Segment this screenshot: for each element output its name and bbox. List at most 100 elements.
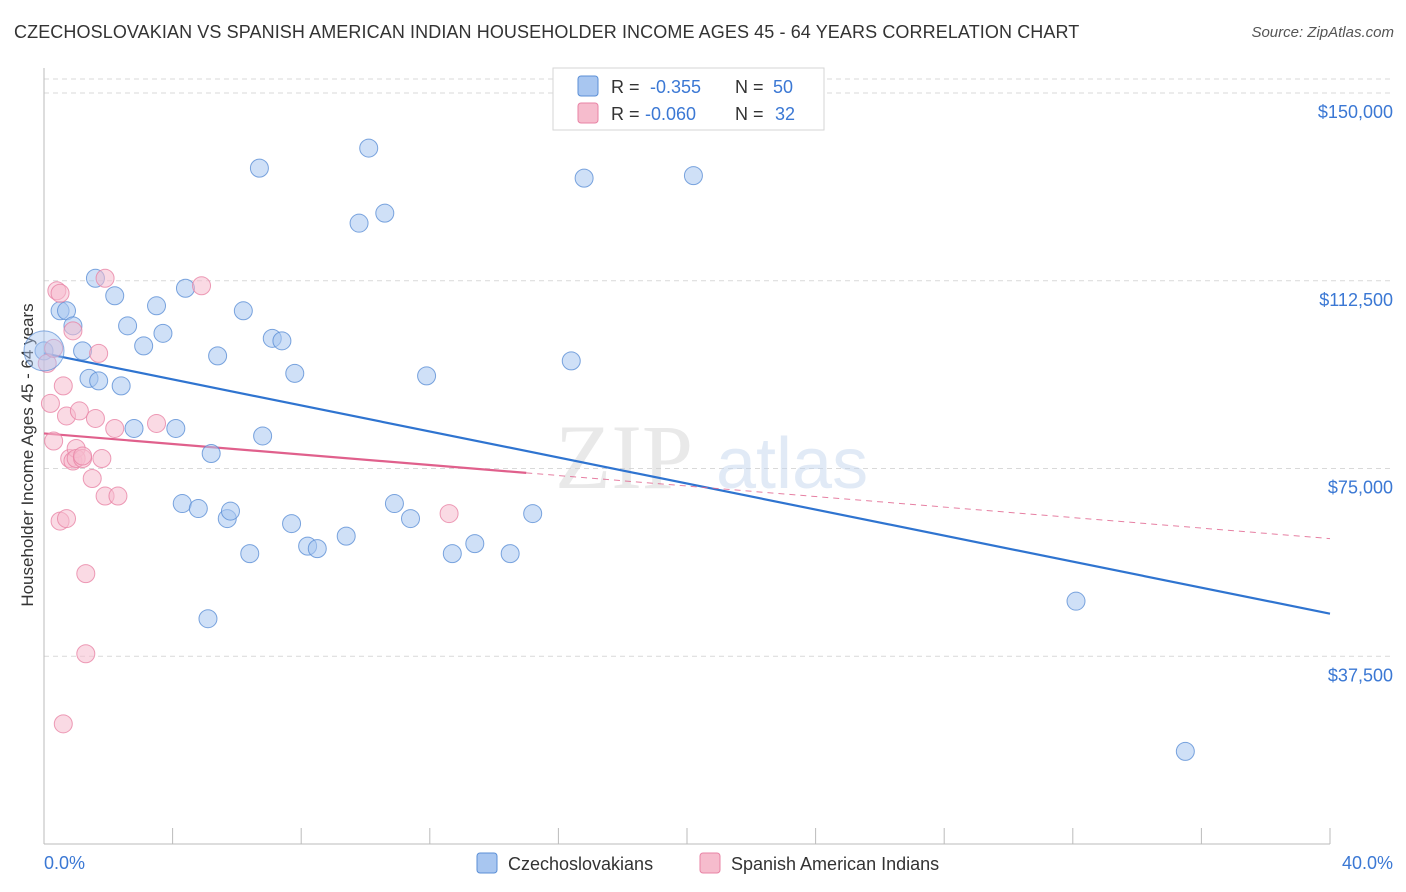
data-points xyxy=(23,138,1195,761)
trend-line-spanish-american-indians xyxy=(43,432,527,474)
watermark-zip: ZIP xyxy=(555,406,693,508)
point-spanish-american-indians xyxy=(147,413,167,433)
watermark: ZIP atlas xyxy=(555,406,868,508)
point-spanish-american-indians xyxy=(73,446,93,466)
trend-line-spanish-american-indians-dashed xyxy=(526,472,1331,540)
point-czechoslovakians xyxy=(240,544,260,564)
point-czechoslovakians xyxy=(105,286,125,306)
point-czechoslovakians xyxy=(220,501,240,521)
point-czechoslovakians xyxy=(384,494,404,514)
y-tick-label: $75,000 xyxy=(1328,478,1393,498)
point-czechoslovakians xyxy=(249,158,269,178)
point-spanish-american-indians xyxy=(44,431,64,451)
point-czechoslovakians xyxy=(89,371,109,391)
point-spanish-american-indians xyxy=(53,376,73,396)
point-czechoslovakians xyxy=(307,539,327,559)
point-czechoslovakians xyxy=(683,166,703,186)
point-czechoslovakians xyxy=(442,544,462,564)
chart-title: CZECHOSLOVAKIAN VS SPANISH AMERICAN INDI… xyxy=(14,22,1080,42)
point-spanish-american-indians xyxy=(44,338,64,358)
point-czechoslovakians xyxy=(118,316,138,336)
legend-n-value: 50 xyxy=(773,77,793,97)
point-spanish-american-indians xyxy=(92,448,112,468)
point-spanish-american-indians xyxy=(53,714,73,734)
point-spanish-american-indians xyxy=(108,486,128,506)
legend-n-value: 32 xyxy=(775,104,795,124)
point-czechoslovakians xyxy=(561,351,581,371)
point-czechoslovakians xyxy=(111,376,131,396)
legend-top: R = -0.355 N = 50 R = -0.060 N = 32 xyxy=(552,67,825,131)
point-spanish-american-indians xyxy=(57,509,77,529)
legend-r-label: R = xyxy=(611,104,640,124)
point-czechoslovakians xyxy=(198,609,218,629)
y-tick-label: $150,000 xyxy=(1318,102,1393,122)
point-czechoslovakians xyxy=(166,418,186,438)
source-note: Source: ZipAtlas.com xyxy=(1251,24,1394,41)
point-czechoslovakians xyxy=(188,499,208,519)
legend-swatch-blue xyxy=(577,75,599,97)
point-spanish-american-indians xyxy=(50,283,70,303)
legend-n-label: N = xyxy=(735,77,764,97)
x-tick-label: 0.0% xyxy=(44,853,85,873)
point-czechoslovakians xyxy=(147,296,167,316)
point-spanish-american-indians xyxy=(89,343,109,363)
point-czechoslovakians xyxy=(285,363,305,383)
legend-r-label: R = xyxy=(611,77,640,97)
point-czechoslovakians xyxy=(523,504,543,524)
trend-lines xyxy=(43,352,1331,615)
y-tick-label: $112,500 xyxy=(1319,290,1393,310)
point-spanish-american-indians xyxy=(192,276,212,296)
point-czechoslovakians xyxy=(175,278,195,298)
point-czechoslovakians xyxy=(253,426,273,446)
x-tick-label: 40.0% xyxy=(1342,853,1393,873)
point-czechoslovakians xyxy=(134,336,154,356)
point-spanish-american-indians xyxy=(95,268,115,288)
point-czechoslovakians xyxy=(282,514,302,534)
point-spanish-american-indians xyxy=(63,321,83,341)
point-spanish-american-indians xyxy=(82,469,102,489)
point-spanish-american-indians xyxy=(69,401,89,421)
legend-bottom-swatch-pink xyxy=(699,852,721,874)
watermark-atlas: atlas xyxy=(716,424,868,504)
legend-swatch-pink xyxy=(577,102,599,124)
point-czechoslovakians xyxy=(201,443,221,463)
y-tick-label: $37,500 xyxy=(1328,665,1393,685)
point-czechoslovakians xyxy=(73,341,93,361)
legend-r-value: -0.355 xyxy=(650,77,701,97)
point-spanish-american-indians xyxy=(76,564,96,584)
point-czechoslovakians xyxy=(500,544,520,564)
point-spanish-american-indians xyxy=(85,408,105,428)
tick-labels: $37,500 $75,000 $112,500 $150,000 0.0% 40.0% xyxy=(44,102,1393,873)
point-czechoslovakians xyxy=(336,526,356,546)
point-czechoslovakians-cluster xyxy=(23,330,65,372)
legend-bottom: Czechoslovakians Spanish American Indian… xyxy=(476,852,939,874)
point-czechoslovakians xyxy=(359,138,379,158)
legend-bottom-swatch-blue xyxy=(476,852,498,874)
point-czechoslovakians xyxy=(153,323,173,343)
point-czechoslovakians xyxy=(124,418,144,438)
point-czechoslovakians xyxy=(233,301,253,321)
point-czechoslovakians xyxy=(272,331,292,351)
point-spanish-american-indians xyxy=(40,393,60,413)
legend-bottom-label: Czechoslovakians xyxy=(508,854,653,874)
point-spanish-american-indians xyxy=(439,504,459,524)
point-czechoslovakians xyxy=(208,346,228,366)
point-spanish-american-indians xyxy=(105,418,125,438)
legend-bottom-label: Spanish American Indians xyxy=(731,854,939,874)
point-czechoslovakians xyxy=(375,203,395,223)
point-czechoslovakians xyxy=(574,168,594,188)
point-czechoslovakians xyxy=(172,494,192,514)
point-czechoslovakians xyxy=(401,509,421,529)
axes xyxy=(43,68,1331,845)
legend-r-value: -0.060 xyxy=(645,104,696,124)
point-spanish-american-indians xyxy=(76,644,96,664)
grid-lines xyxy=(44,78,1392,657)
point-czechoslovakians xyxy=(465,534,485,554)
point-czechoslovakians xyxy=(417,366,437,386)
trend-line-czechoslovakians xyxy=(43,352,1331,615)
point-czechoslovakians xyxy=(349,213,369,233)
legend-n-label: N = xyxy=(735,104,764,124)
point-czechoslovakians xyxy=(1066,591,1086,611)
point-czechoslovakians xyxy=(1175,741,1195,761)
